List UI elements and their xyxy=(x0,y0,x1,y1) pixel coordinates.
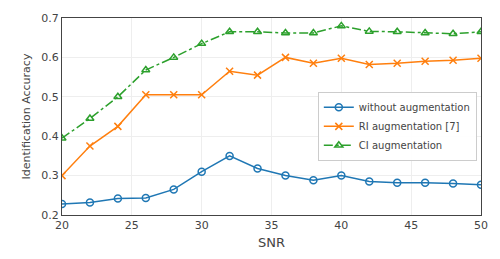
svg-text:25: 25 xyxy=(125,219,139,232)
svg-text:Identification Accuracy: Identification Accuracy xyxy=(20,53,33,179)
svg-text:0.5: 0.5 xyxy=(41,91,59,104)
svg-text:50: 50 xyxy=(474,219,488,232)
svg-text:20: 20 xyxy=(55,219,69,232)
svg-text:45: 45 xyxy=(404,219,418,232)
svg-text:30: 30 xyxy=(195,219,209,232)
svg-text:RI augmentation [7]: RI augmentation [7] xyxy=(359,121,460,132)
svg-text:without augmentation: without augmentation xyxy=(359,102,470,113)
svg-text:CI augmentation: CI augmentation xyxy=(359,140,442,151)
svg-text:0.4: 0.4 xyxy=(41,130,59,143)
svg-text:0.7: 0.7 xyxy=(41,12,59,25)
svg-text:0.3: 0.3 xyxy=(41,169,59,182)
svg-text:SNR: SNR xyxy=(258,235,285,250)
svg-text:40: 40 xyxy=(334,219,348,232)
svg-text:0.6: 0.6 xyxy=(41,51,59,64)
svg-text:35: 35 xyxy=(265,219,279,232)
svg-text:0.2: 0.2 xyxy=(41,209,59,222)
